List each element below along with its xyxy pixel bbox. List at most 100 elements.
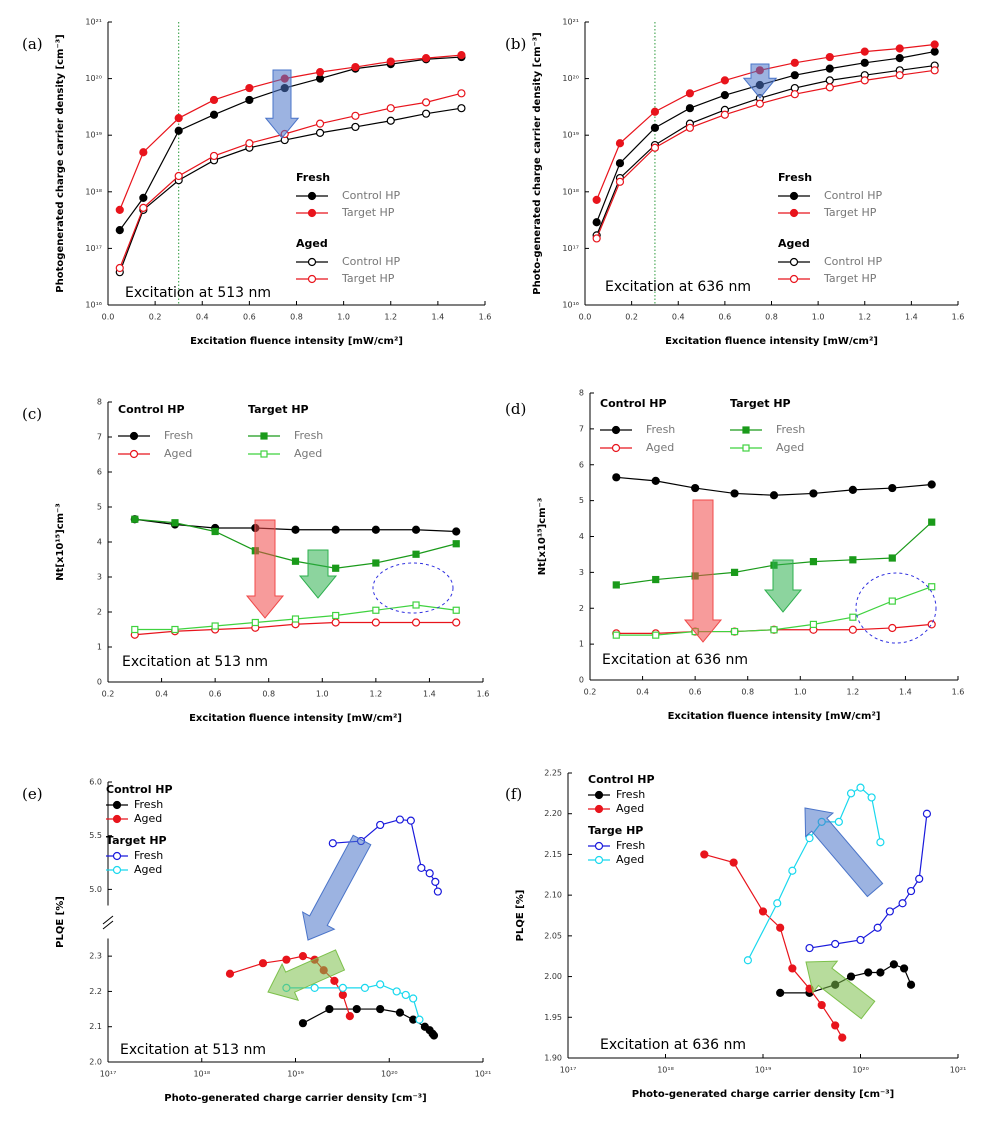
- marker: [848, 625, 857, 634]
- marker: [415, 1015, 424, 1024]
- arrow: [683, 499, 723, 643]
- marker: [406, 816, 415, 825]
- legend-marker: [611, 425, 621, 435]
- legend-header: Control HP: [118, 403, 185, 416]
- marker: [372, 559, 380, 567]
- x-tick-label: 0.6: [243, 313, 256, 322]
- y-tick-label: 2: [579, 604, 584, 613]
- marker: [371, 525, 380, 534]
- x-axis-label: Excitation fluence intensity [mW/cm²]: [190, 336, 403, 347]
- panel: 0.2 0.4 0.6 0.8 1.0 1.2 1.4 1.6 0 1 2 3 4 5 6 7 8 (c) Exci…: [22, 398, 489, 725]
- y-tick-label: 4: [97, 538, 102, 547]
- marker: [834, 817, 843, 826]
- arrow: [267, 949, 346, 1002]
- x-tick-label: 0.8: [741, 688, 754, 697]
- y-tick-label: 2.10: [544, 891, 562, 900]
- marker: [401, 990, 410, 1000]
- marker: [209, 95, 219, 105]
- marker: [612, 631, 620, 639]
- marker: [906, 886, 916, 896]
- legend-marker: [112, 865, 122, 875]
- legend-label: Fresh: [134, 798, 163, 811]
- marker: [805, 834, 814, 843]
- y-tick-label: 5: [579, 496, 584, 505]
- x-tick-label: 1.4: [423, 690, 436, 699]
- y-tick-label: 2.1: [89, 1022, 102, 1031]
- legend-marker: [789, 191, 799, 201]
- marker: [139, 193, 148, 203]
- x-tick-label: 0.6: [689, 688, 702, 697]
- marker: [411, 525, 421, 534]
- arrow: [298, 549, 338, 599]
- marker: [115, 263, 124, 273]
- panel-label: (a): [22, 35, 43, 53]
- marker: [650, 143, 660, 152]
- legend-marker: [594, 855, 604, 865]
- x-tick-label: 0.8: [765, 313, 778, 322]
- marker: [251, 618, 259, 627]
- marker: [245, 95, 254, 105]
- marker: [720, 91, 729, 100]
- marker: [885, 907, 894, 916]
- marker: [298, 952, 308, 961]
- marker: [298, 1019, 308, 1028]
- marker: [846, 789, 856, 798]
- x-tick-label: 1.0: [316, 690, 329, 699]
- panel-label: (e): [22, 785, 43, 803]
- y-tick-label: 10¹⁸: [85, 187, 102, 196]
- x-tick-label: 0.8: [262, 690, 275, 699]
- marker: [650, 123, 660, 132]
- x-tick-label: 10²⁰: [381, 1070, 398, 1079]
- x-tick-label: 0.0: [579, 313, 592, 322]
- marker: [612, 581, 620, 589]
- marker: [433, 887, 442, 896]
- marker: [825, 64, 834, 73]
- annotation: Excitation at 636 nm: [602, 652, 748, 668]
- x-tick-label: 1.2: [384, 313, 397, 322]
- marker: [864, 968, 873, 977]
- marker: [776, 923, 785, 932]
- legend-label: Control HP: [824, 255, 883, 268]
- marker: [282, 955, 291, 964]
- marker: [425, 869, 434, 878]
- legend-marker: [112, 814, 122, 824]
- x-tick-label: 1.2: [858, 313, 871, 322]
- y-tick-label: 2.3: [89, 952, 102, 961]
- legend-header: Control HP: [106, 783, 173, 796]
- x-tick-label: 10¹⁸: [193, 1070, 210, 1079]
- legend-label: Aged: [294, 447, 322, 460]
- marker: [895, 71, 904, 80]
- arrow: [301, 834, 372, 941]
- panel: 0.2 0.4 0.6 0.8 1.0 1.2 1.4 1.6 0 1 2 3 4 5 6 7 8 (d) Exci…: [505, 389, 964, 723]
- y-tick-label: 5.5: [89, 831, 102, 840]
- x-tick-label: 10¹⁸: [657, 1066, 674, 1075]
- y-axis-label: Nt[x10¹⁵]cm⁻³: [55, 503, 66, 580]
- marker: [421, 54, 431, 63]
- marker: [860, 58, 869, 67]
- series-line: [596, 69, 935, 239]
- marker: [376, 980, 385, 989]
- marker: [860, 76, 869, 85]
- legend-label: Target HP: [823, 206, 877, 219]
- marker: [685, 104, 695, 113]
- marker: [592, 234, 601, 243]
- marker: [209, 151, 219, 161]
- legend-marker: [307, 257, 317, 267]
- marker: [848, 485, 857, 494]
- y-tick-label: 5.0: [89, 885, 102, 894]
- marker: [928, 518, 936, 526]
- y-tick-label: 10¹⁹: [85, 131, 102, 140]
- marker: [930, 40, 939, 49]
- marker: [429, 1031, 439, 1040]
- y-tick-label: 0: [97, 678, 102, 687]
- marker: [457, 51, 466, 60]
- legend-label: Fresh: [616, 788, 645, 801]
- marker: [817, 1000, 826, 1010]
- marker: [895, 44, 904, 53]
- marker: [412, 601, 420, 609]
- marker: [612, 473, 621, 482]
- marker: [171, 519, 179, 527]
- x-tick-label: 1.2: [369, 690, 382, 699]
- arrow: [742, 63, 778, 99]
- marker: [927, 480, 936, 489]
